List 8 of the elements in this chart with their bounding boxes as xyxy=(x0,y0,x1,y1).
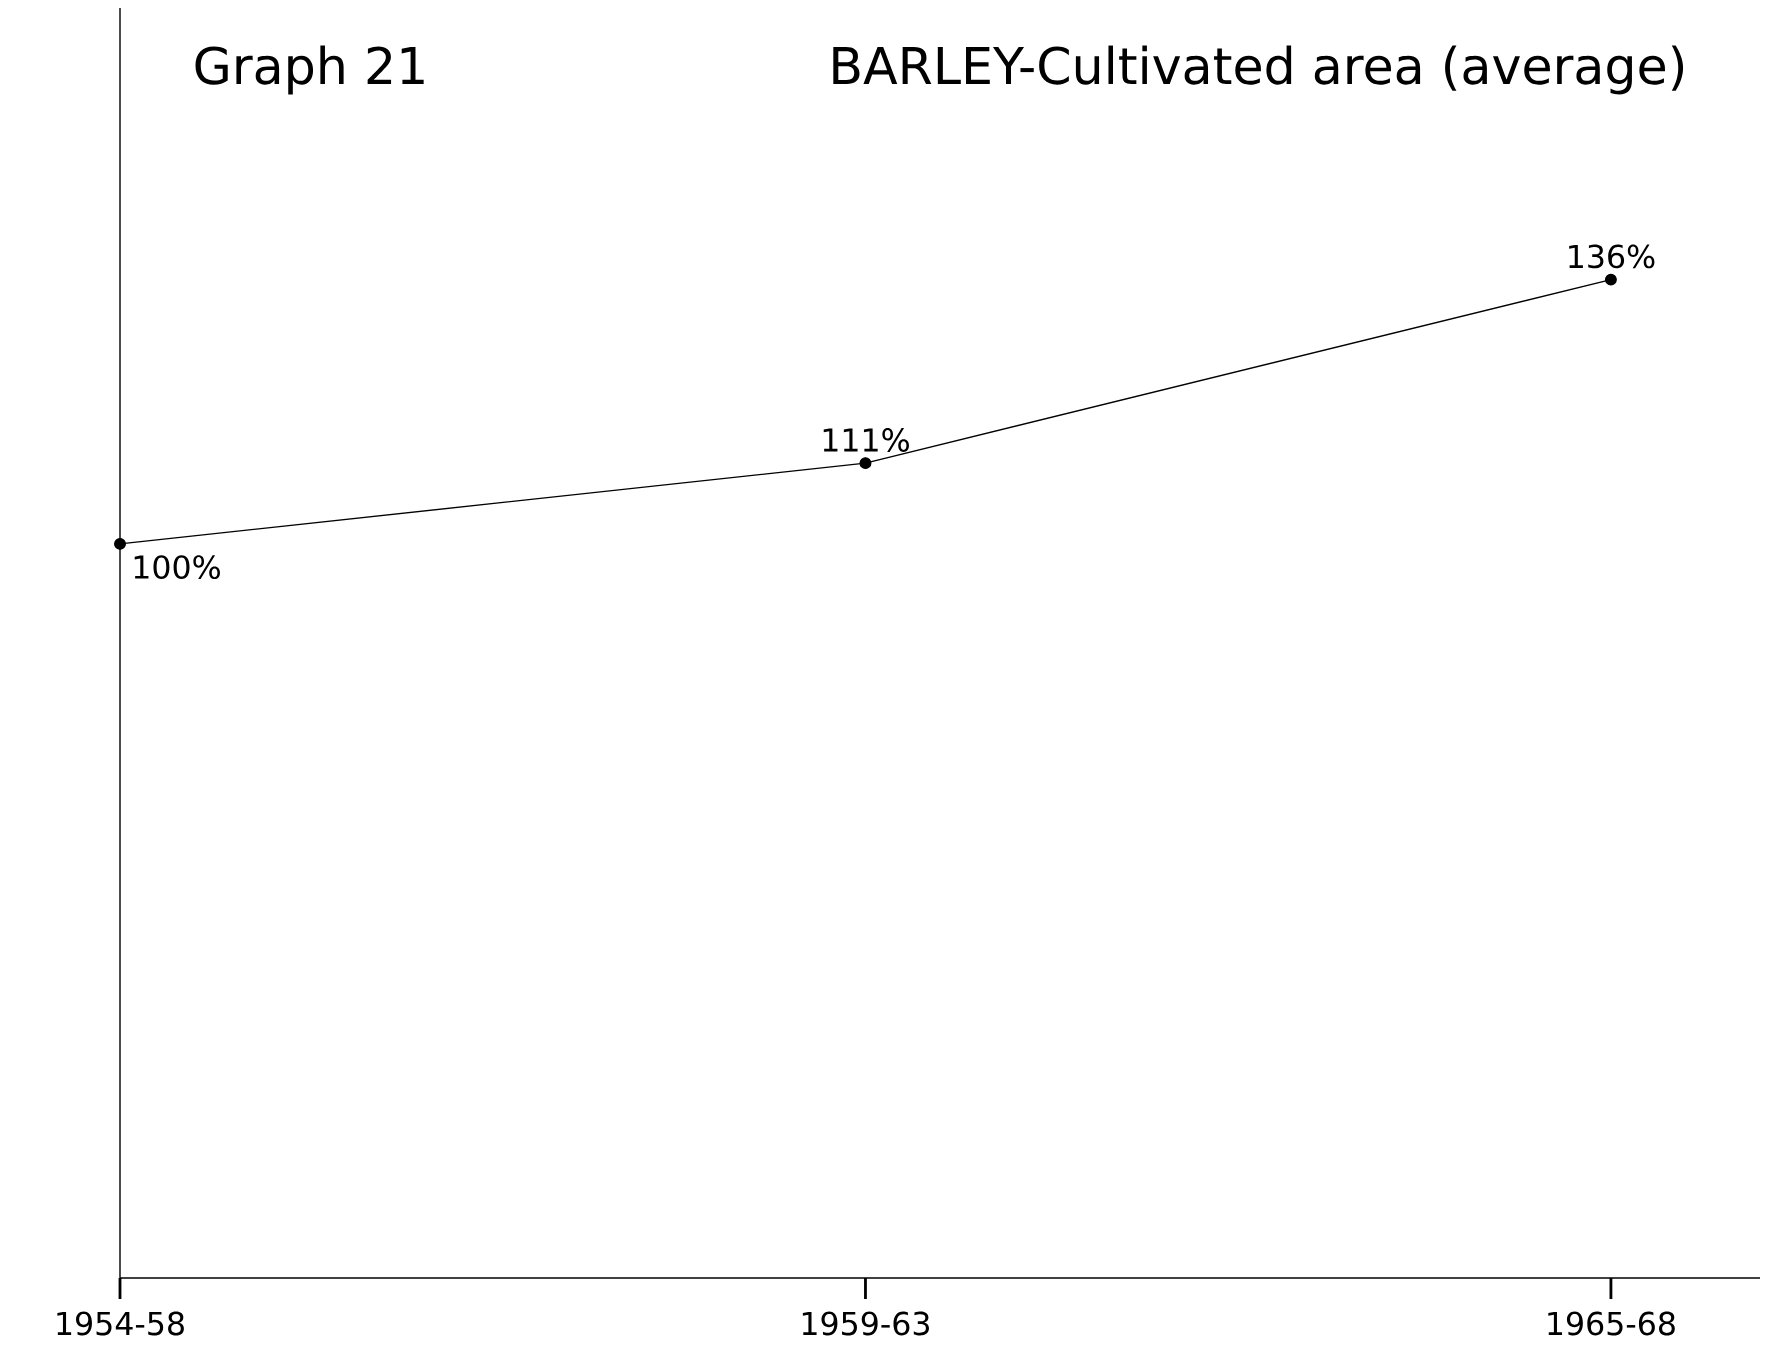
x-tick-label: 1954-58 xyxy=(57,1311,184,1336)
x-tick-label: 1959-63 xyxy=(802,1311,929,1336)
text: Graph 21 xyxy=(195,45,424,95)
x-tick-label: 1965-68 xyxy=(1548,1311,1675,1336)
data-label: 136% xyxy=(1569,244,1655,269)
data-label: 100% xyxy=(134,555,220,580)
data-label: 111% xyxy=(823,427,909,452)
text: BARLEY-Cultivated area (average) xyxy=(833,45,1684,95)
